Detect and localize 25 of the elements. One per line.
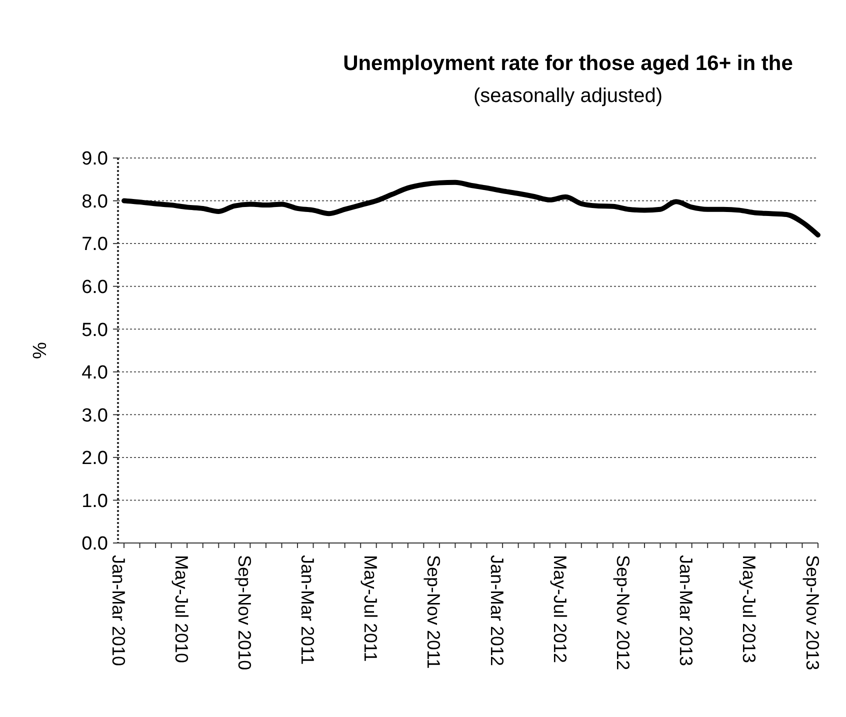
y-tick-label: 3.0	[82, 405, 108, 426]
x-tick-label: Jan-Mar 2012	[486, 555, 507, 666]
x-tick-label: Sep-Nov 2012	[612, 555, 633, 670]
y-tick-label: 9.0	[82, 148, 108, 170]
x-tick-label: Sep-Nov 2011	[424, 555, 444, 669]
y-tick-label: 6.0	[82, 276, 108, 298]
x-tick-label: May-Jul 2013	[739, 555, 760, 664]
x-tick-label: Jan-Mar 2013	[676, 555, 696, 666]
x-tick-label: May-Jul 2011	[360, 555, 381, 662]
y-tick-label: 1.0	[82, 490, 108, 512]
x-tick-label: May-Jul 2010	[171, 555, 192, 664]
y-axis-title: %	[30, 342, 51, 359]
y-tick-label: 2.0	[82, 448, 108, 470]
x-tick-label: May-Jul 2012	[550, 555, 570, 664]
x-tick-label: Sep-Nov 2013	[802, 555, 822, 670]
y-tick-label: 8.0	[82, 191, 108, 212]
y-tick-label: 4.0	[82, 362, 108, 384]
y-tick-label: 5.0	[82, 320, 108, 341]
chart-title: Unemployment rate for those aged 16+ in the	[343, 52, 793, 75]
y-tick-label: 0.0	[82, 534, 108, 555]
chart-subtitle: (seasonally adjusted)	[474, 85, 662, 107]
y-tick-label: 7.0	[82, 234, 108, 256]
x-tick-label: Jan-Mar 2010	[108, 555, 128, 666]
x-tick-label: Sep-Nov 2010	[234, 555, 254, 670]
x-tick-label: Jan-Mar 2011	[298, 555, 318, 665]
